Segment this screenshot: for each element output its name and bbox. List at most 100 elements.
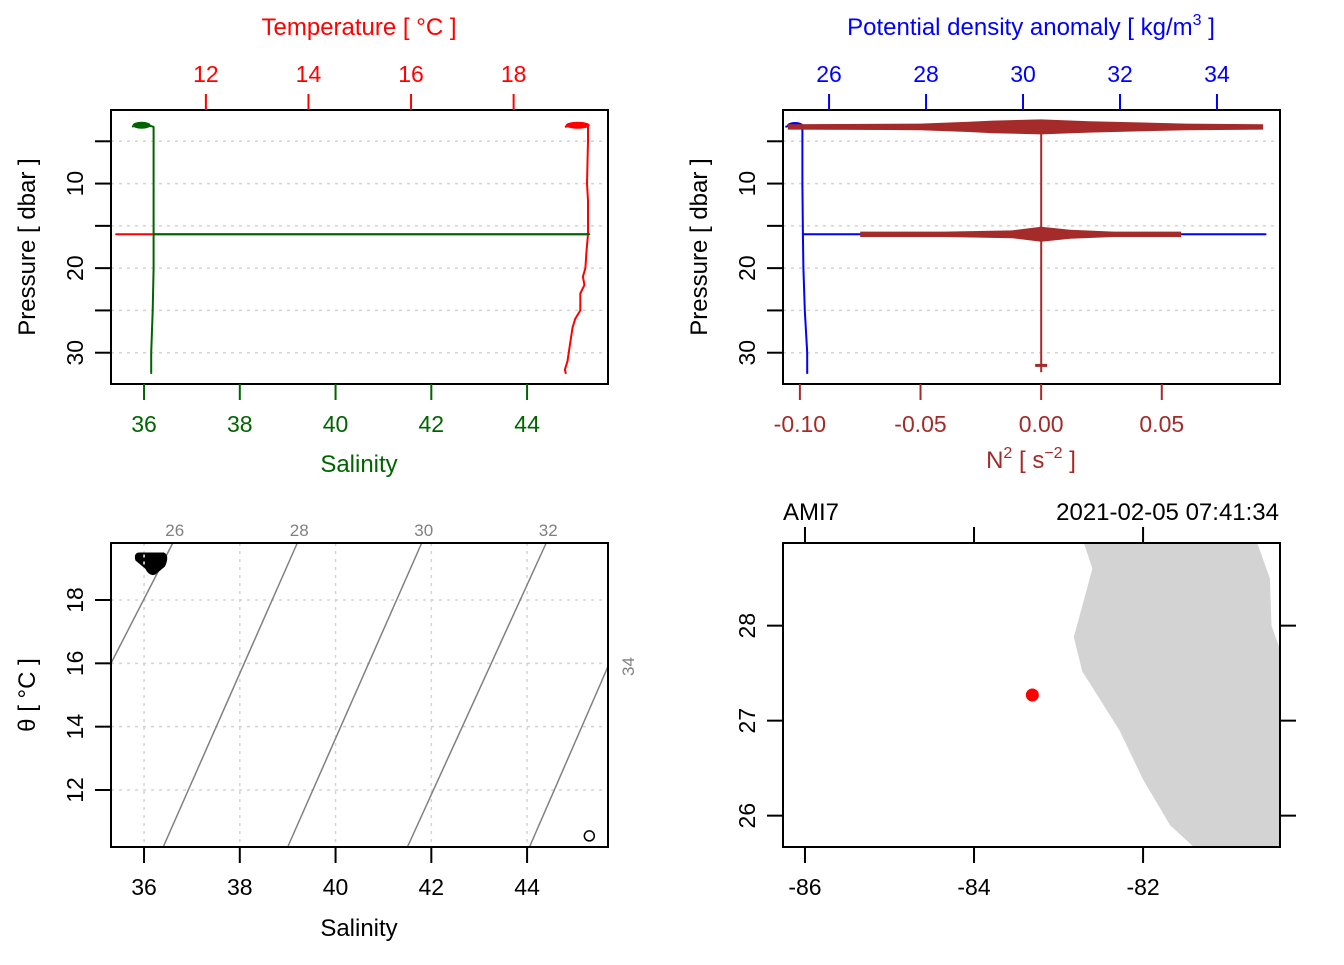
p1-ytick-label-3: 20 [62, 255, 88, 281]
p1-bottom-axis-title: Salinity [320, 451, 397, 478]
p3-xtick-label-4: 44 [514, 874, 540, 900]
p1-top-axis-title: Temperature [ °C ] [262, 14, 457, 41]
station-location-marker [1025, 688, 1039, 702]
p2-x2tick-label-3: 32 [1107, 61, 1133, 87]
p2-ytick-label-3: 20 [734, 255, 760, 281]
p3-ytick-label-1: 14 [62, 714, 88, 740]
isopycnal-28 [162, 542, 298, 848]
p1-xtick-label-4: 44 [514, 411, 540, 437]
p2-ytick-label-5: 30 [734, 340, 760, 366]
p1-data-lines [115, 121, 591, 375]
salinity-surface-cluster [132, 121, 151, 129]
p3-xtick-label-1: 38 [227, 874, 253, 900]
p4-station-layer [1025, 688, 1039, 702]
p3-ytick-label-2: 16 [62, 651, 88, 677]
p4-xtick-label-2: -82 [1126, 874, 1159, 900]
isopycnal-label-28: 28 [290, 521, 309, 540]
isopycnal-label-32: 32 [539, 521, 558, 540]
p2-bottom-title-mid: [ s [1012, 447, 1044, 474]
p2-xtick-label-3: 0.05 [1139, 411, 1184, 437]
p2-bottom-title-end: ] [1063, 447, 1076, 474]
p1-x2tick-label-1: 14 [296, 61, 322, 87]
station-map-panel: -86 -84 -82 26 27 28 AMI7 2021-02-05 07:41:34 [734, 499, 1296, 900]
p1-xtick-label-2: 40 [323, 411, 349, 437]
n2-spike-0 [787, 119, 1264, 135]
temperature-profile-line [115, 123, 589, 375]
p2-top-title-sup: 3 [1193, 12, 1202, 29]
p1-x2tick-label-3: 18 [501, 61, 527, 87]
land-florida-coast [1073, 543, 1280, 847]
station-name-label: AMI7 [783, 499, 839, 526]
p1-x2tick-label-0: 12 [193, 61, 219, 87]
p2-xtick-label-1: -0.05 [894, 411, 946, 437]
p3-plot-frame [110, 542, 609, 848]
temperature-surface-cluster [565, 121, 590, 129]
p3-x-axis-title: Salinity [320, 915, 397, 942]
p3-xtick-label-0: 36 [131, 874, 157, 900]
p2-gridlines [783, 140, 1280, 354]
p1-xtick-label-1: 38 [227, 411, 253, 437]
p3-ytick-label-0: 12 [62, 777, 88, 803]
p2-bottom-title-sup2: −2 [1044, 445, 1062, 462]
density-profile-line [785, 123, 1267, 374]
p1-plot-frame [110, 109, 609, 385]
p4-plot-frame [782, 542, 1281, 848]
ts-outlier-point [583, 830, 596, 842]
p2-xtick-label-0: -0.10 [774, 411, 826, 437]
p4-land-layer [1073, 543, 1280, 847]
p3-y-axis-title: θ [ °C ] [14, 658, 41, 732]
isopycnal-label-26: 26 [165, 521, 184, 540]
p2-plot-frame [782, 109, 1281, 385]
p2-bottom-title-sup: 2 [1003, 445, 1012, 462]
p1-ytick-label-5: 30 [62, 340, 88, 366]
p2-x2tick-label-4: 34 [1204, 61, 1230, 87]
p3-axes: 36 38 40 42 44 12 14 16 18 [62, 587, 540, 900]
p1-xtick-label-0: 36 [131, 411, 157, 437]
p1-xtick-label-3: 42 [419, 411, 445, 437]
p2-y-axis-title: Pressure [ dbar ] [686, 158, 713, 335]
p2-axes: -0.10 -0.05 0.00 0.05 26 28 30 32 34 10 20 30 [734, 61, 1230, 437]
p1-x2tick-label-2: 16 [398, 61, 424, 87]
p1-ytick-label-1: 10 [62, 171, 88, 197]
p1-gridlines [111, 140, 608, 354]
p2-top-axis-title: Potential density anomaly [ kg/m3 ] [847, 12, 1215, 41]
isopycnal-30 [287, 542, 423, 848]
p3-xtick-label-2: 40 [323, 874, 349, 900]
p4-ytick-label-2: 28 [734, 613, 760, 639]
isopycnal-label-34: 34 [619, 657, 638, 676]
p2-x2tick-label-2: 30 [1010, 61, 1036, 87]
p2-x2tick-label-0: 26 [816, 61, 842, 87]
p1-y-axis-title: Pressure [ dbar ] [14, 158, 41, 335]
p4-ytick-label-1: 27 [734, 708, 760, 734]
ts-diagram-panel: 26 28 30 32 34 36 38 40 42 44 12 14 16 18 Salinity θ… [14, 521, 638, 942]
p4-axes: -86 -84 -82 26 27 28 [734, 527, 1296, 900]
p2-xtick-label-2: 0.00 [1019, 411, 1064, 437]
isopycnal-34 [528, 666, 609, 848]
p2-top-title-base: Potential density anomaly [ kg/m [847, 14, 1193, 41]
p2-top-title-end: ] [1202, 14, 1215, 41]
isopycnal-label-30: 30 [414, 521, 433, 540]
p3-density-contours: 26 28 30 32 34 [110, 521, 638, 848]
p2-bottom-axis-title: N2 [ s−2 ] [986, 445, 1076, 474]
p4-ytick-label-0: 26 [734, 803, 760, 829]
ts-surface-cluster [134, 552, 168, 576]
p2-bottom-title-base: N [986, 447, 1003, 474]
p4-xtick-label-1: -84 [957, 874, 990, 900]
n2-spike-1 [860, 226, 1182, 242]
p3-gridlines [111, 543, 608, 847]
p3-ytick-label-3: 18 [62, 587, 88, 613]
salinity-profile-line [131, 123, 591, 374]
p2-x2tick-label-1: 28 [913, 61, 939, 87]
p2-ytick-label-1: 10 [734, 171, 760, 197]
p1-axes: 36 38 40 42 44 12 14 16 18 10 20 30 [62, 61, 540, 437]
station-datetime-label: 2021-02-05 07:41:34 [1056, 499, 1279, 526]
p3-xtick-label-3: 42 [419, 874, 445, 900]
isopycnal-32 [406, 542, 547, 848]
profile-ts-panel: 36 38 40 42 44 12 14 16 18 10 20 30 Temperature [ °… [14, 14, 609, 478]
p2-data-lines [785, 119, 1267, 374]
p4-xtick-label-0: -86 [788, 874, 821, 900]
p3-data-points [134, 552, 596, 842]
